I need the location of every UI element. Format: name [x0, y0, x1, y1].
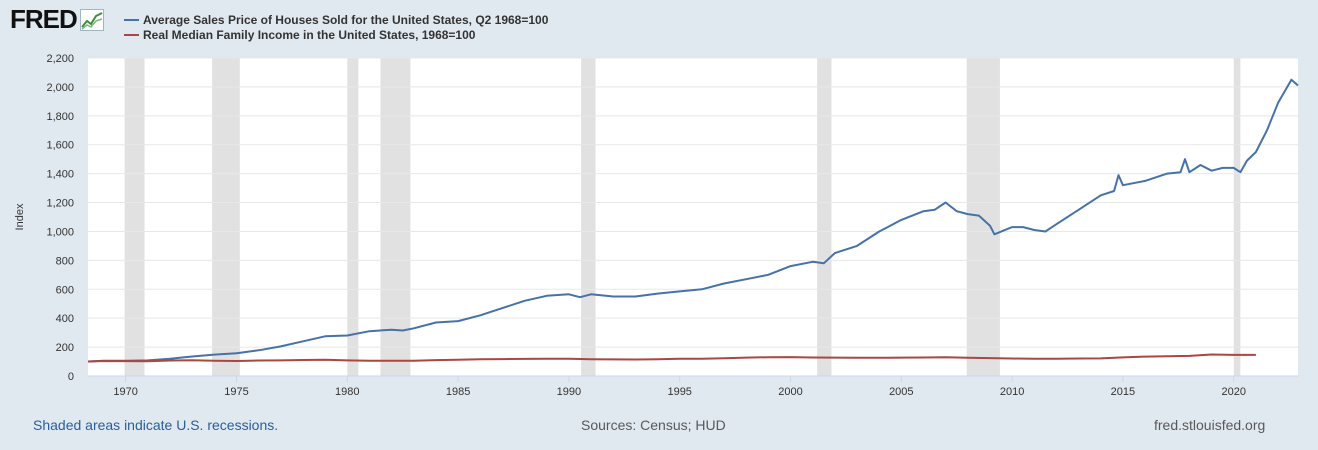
plot-background	[88, 58, 1298, 376]
series-line-house-price[interactable]	[87, 78, 1299, 363]
x-tick-label: 1975	[224, 386, 248, 398]
x-tick-label: 1980	[335, 386, 359, 398]
y-tick-label: 1,400	[46, 169, 74, 181]
x-axis-ticks: 1970 1975 1980 1985 1990 1995 2000 2005 2010 2015…	[88, 375, 1298, 398]
legend-item-house-price[interactable]: Average Sales Price of Houses Sold for t…	[124, 12, 548, 27]
legend-swatch-house-price	[124, 18, 139, 21]
legend-label-family-income: Real Median Family Income in the United …	[143, 27, 476, 42]
site-link[interactable]: fred.stlouisfed.org	[1154, 417, 1266, 433]
legend-label-house-price: Average Sales Price of Houses Sold for t…	[143, 12, 549, 27]
y-tick-label: 200	[56, 342, 74, 354]
x-tick-label: 2000	[778, 386, 802, 398]
recession-band-2	[347, 58, 359, 376]
y-tick-label: 800	[56, 255, 74, 267]
x-tick-label: 2010	[1000, 386, 1024, 398]
series-lines	[87, 78, 1299, 363]
x-tick-label: 1990	[557, 386, 581, 398]
y-tick-label: 1,000	[46, 226, 74, 238]
chart-line-icon	[79, 8, 104, 31]
recession-band-4	[581, 58, 596, 376]
y-axis-label: Index	[14, 203, 26, 230]
y-tick-label: 400	[56, 313, 74, 325]
y-tick-label: 0	[68, 371, 74, 383]
x-tick-label: 1970	[113, 386, 137, 398]
recession-band-5	[817, 58, 832, 376]
recession-note: Shaded areas indicate U.S. recessions.	[33, 417, 279, 433]
y-tick-label: 2,200	[46, 53, 74, 65]
recession-band-7	[1233, 58, 1241, 376]
legend: Average Sales Price of Houses Sold for t…	[124, 12, 548, 42]
recession-band-6	[966, 58, 1000, 376]
fred-logo[interactable]: FRED	[10, 4, 104, 35]
y-axis-ticks: 0 200 400 600 800 1,000 1,200 1,400 1,600 1,800 2,…	[46, 53, 74, 383]
legend-swatch-family-income	[124, 33, 139, 36]
recession-band-1	[212, 58, 240, 376]
series-line-family-income[interactable]	[87, 353, 1256, 363]
sources-text: Sources: Census; HUD	[581, 417, 726, 433]
y-tick-label: 600	[56, 284, 74, 296]
x-tick-label: 2015	[1111, 386, 1135, 398]
recession-band-0	[124, 58, 145, 376]
x-tick-label: 2005	[889, 386, 913, 398]
recession-bands	[124, 58, 1241, 376]
y-tick-label: 1,600	[46, 140, 74, 152]
x-tick-label: 1985	[446, 386, 470, 398]
legend-item-family-income[interactable]: Real Median Family Income in the United …	[124, 27, 548, 42]
y-tick-label: 1,200	[46, 198, 74, 210]
x-tick-label: 1995	[667, 386, 691, 398]
x-tick-label: 2020	[1221, 386, 1245, 398]
y-tick-label: 2,000	[46, 82, 74, 94]
brand-name: FRED	[10, 4, 78, 34]
recession-band-3	[380, 58, 411, 376]
y-tick-label: 1,800	[46, 111, 74, 123]
